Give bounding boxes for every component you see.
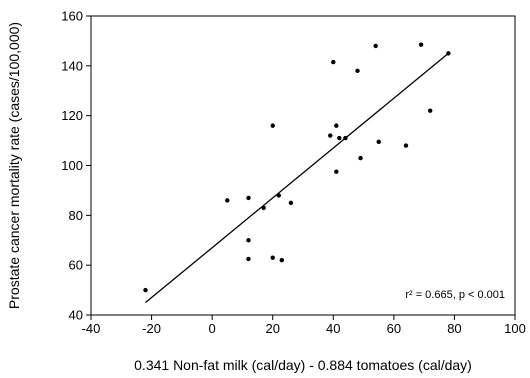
y-tick-label: 100 [61, 158, 83, 173]
data-point [246, 256, 251, 262]
x-tick-label: -40 [82, 321, 101, 336]
data-point [355, 68, 360, 74]
regression-line [145, 52, 449, 304]
x-tick-label: 0 [209, 321, 216, 336]
data-points [143, 42, 451, 293]
y-axis-ticks [86, 15, 91, 316]
x-axis-title: 0.341 Non-fat milk (cal/day) - 0.884 tom… [134, 357, 472, 373]
y-tick-label: 120 [61, 108, 83, 123]
x-axis-ticks [90, 315, 516, 320]
data-point [334, 123, 339, 128]
data-point [270, 123, 275, 128]
x-tick-label: 60 [387, 321, 401, 336]
data-point [246, 195, 251, 201]
y-tick-label: 160 [61, 9, 83, 24]
x-tick-label: 100 [504, 321, 526, 336]
y-axis-tick-labels: 40 60 80 100 120 140 160 [61, 9, 83, 323]
data-point [246, 238, 251, 243]
data-point [270, 255, 275, 260]
y-tick-label: 140 [61, 58, 83, 73]
x-tick-label: 80 [447, 321, 461, 336]
data-point [428, 108, 433, 113]
x-axis-tick-labels: -40 -20 0 20 40 60 80 100 [82, 321, 526, 336]
data-point [276, 193, 281, 198]
data-point [143, 287, 148, 293]
data-point [261, 205, 266, 211]
y-tick-label: 80 [69, 208, 83, 223]
x-tick-label: -20 [142, 321, 161, 336]
data-point [288, 200, 294, 206]
y-tick-label: 60 [69, 258, 83, 273]
y-axis-title: Prostate cancer mortality rate (cases/10… [6, 22, 22, 309]
y-tick-label: 40 [69, 308, 83, 323]
data-point [331, 59, 336, 65]
data-point [334, 169, 339, 174]
data-point [279, 257, 284, 263]
plot-frame [90, 15, 516, 316]
data-point [446, 51, 451, 56]
data-point [403, 143, 409, 148]
data-point [225, 198, 230, 203]
x-tick-label: 20 [265, 321, 279, 336]
data-point [373, 43, 378, 49]
data-point [358, 155, 363, 161]
data-point [418, 42, 424, 47]
data-point [328, 133, 333, 138]
data-point [337, 135, 342, 141]
x-tick-label: 40 [326, 321, 340, 336]
stats-annotation: r² = 0.665, p < 0.001 [405, 289, 505, 301]
data-point [343, 135, 348, 141]
data-point [376, 139, 381, 145]
